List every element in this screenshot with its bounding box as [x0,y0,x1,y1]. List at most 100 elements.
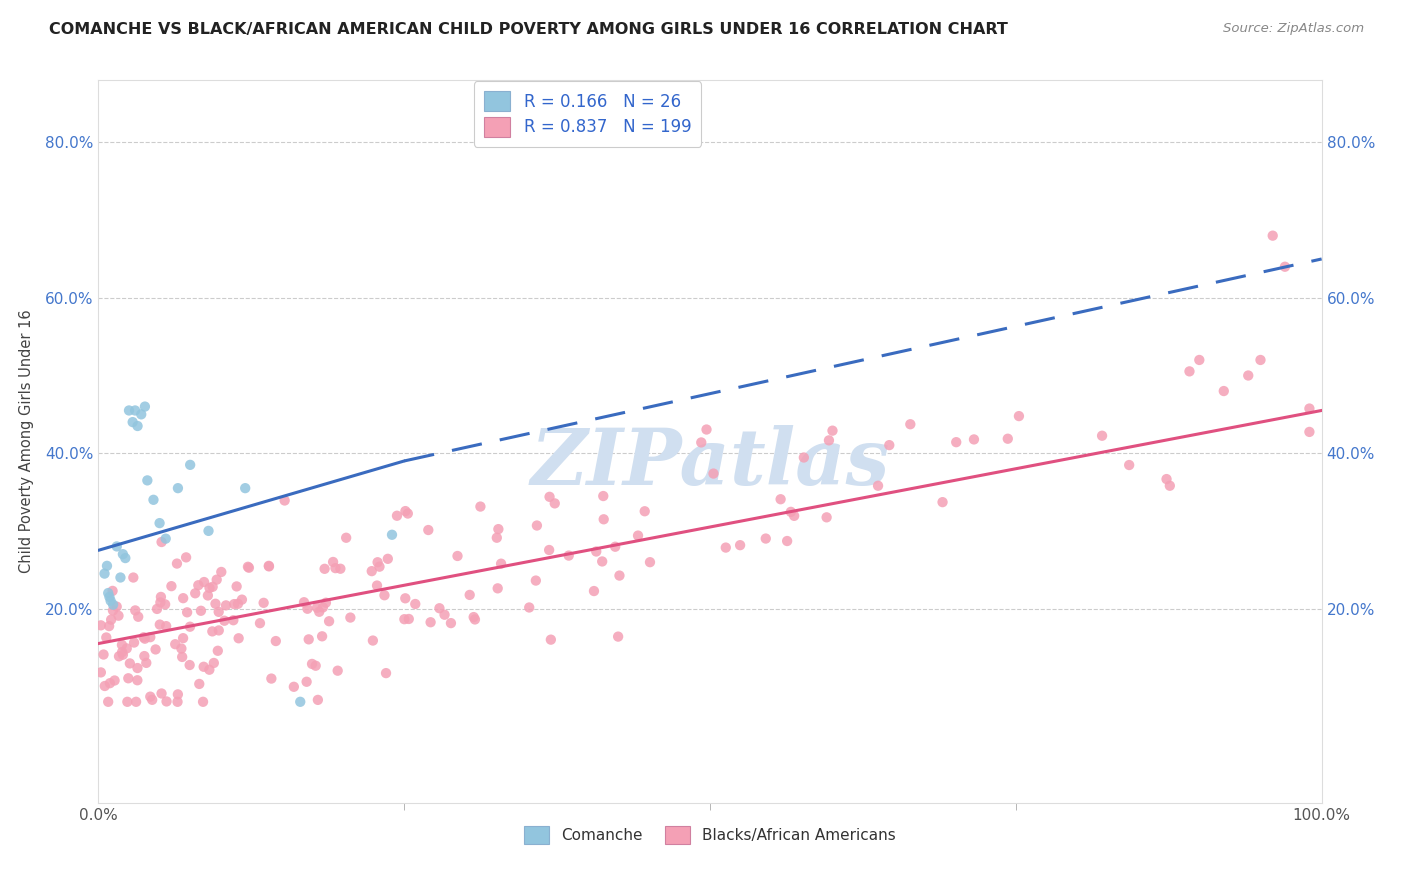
Point [793,450,815,465]
Point [135,656,157,670]
Point [605,540,627,554]
Point [100,613,122,627]
Point [249,616,271,631]
Point [1159,479,1181,493]
Point [191,695,214,709]
Point [197,524,219,538]
Point [366,578,388,592]
Point [318,614,340,628]
Point [898,417,921,432]
Point [627,528,650,542]
Point [127,609,149,624]
Point [149,516,172,530]
Point [172,591,194,606]
Point [305,600,328,615]
Point [429,601,451,615]
Point [149,595,172,609]
Point [418,523,440,537]
Point [592,512,614,526]
Point [226,597,249,611]
Point [127,673,149,688]
Point [122,635,145,649]
Point [115,641,138,656]
Point [755,532,778,546]
Point [134,649,156,664]
Point [440,616,463,631]
Point [118,657,141,671]
Point [122,570,145,584]
Point [702,467,724,481]
Point [207,644,229,658]
Point [868,479,890,493]
Point [486,522,509,536]
Point [176,605,198,619]
Point [257,559,280,574]
Point [98,619,121,633]
Point [204,597,226,611]
Point [1008,409,1031,423]
Point [93,566,115,581]
Point [179,658,201,673]
Point [187,578,209,592]
Point [146,602,169,616]
Point [404,597,426,611]
Point [1274,260,1296,274]
Point [486,582,509,596]
Point [373,588,395,602]
Point [818,434,841,448]
Point [127,661,149,675]
Point [1188,353,1211,368]
Point [97,586,120,600]
Point [292,595,315,609]
Point [963,433,986,447]
Point [253,596,276,610]
Point [190,604,212,618]
Point [339,610,361,624]
Point [228,632,250,646]
Y-axis label: Child Poverty Among Girls Under 16: Child Poverty Among Girls Under 16 [18,310,34,574]
Point [592,489,614,503]
Point [141,693,163,707]
Point [215,599,238,613]
Point [167,687,190,701]
Point [1156,472,1178,486]
Point [314,562,336,576]
Point [368,559,391,574]
Point [111,547,134,561]
Point [326,664,349,678]
Point [305,658,328,673]
Point [188,677,211,691]
Point [233,481,256,495]
Point [107,608,129,623]
Point [98,676,121,690]
Point [1178,364,1201,378]
Point [142,492,165,507]
Point [94,679,117,693]
Point [124,403,146,417]
Point [222,613,245,627]
Point [257,558,280,573]
Point [470,500,492,514]
Point [558,549,581,563]
Point [315,596,337,610]
Point [125,695,148,709]
Point [103,673,125,688]
Point [209,565,232,579]
Point [485,531,508,545]
Point [174,550,197,565]
Point [165,637,187,651]
Point [166,557,188,571]
Point [202,656,225,670]
Point [98,590,121,604]
Point [193,575,215,590]
Point [149,617,172,632]
Point [297,601,319,615]
Point [225,579,247,593]
Point [160,579,183,593]
Point [90,618,112,632]
Point [193,660,215,674]
Point [779,505,801,519]
Point [517,600,540,615]
Point [155,532,177,546]
Point [114,551,136,566]
